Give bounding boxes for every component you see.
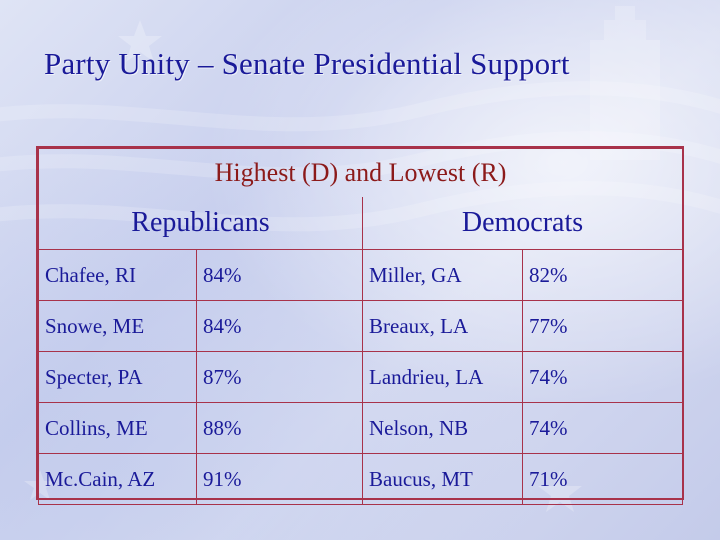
- republican-percent: 91%: [196, 453, 363, 505]
- democrat-name: Nelson, NB: [362, 402, 523, 454]
- caption-row: Highest (D) and Lowest (R): [37, 148, 684, 197]
- table-row: Mc.Cain, AZ 91% Baucus, MT 71%: [38, 453, 684, 505]
- header-democrats: Democrats: [361, 197, 684, 250]
- democrat-percent: 74%: [521, 402, 684, 454]
- group-header-row: Republicans Democrats: [38, 197, 684, 250]
- republican-name: Mc.Cain, AZ: [38, 453, 197, 505]
- democrat-percent: 74%: [521, 351, 684, 403]
- republican-name: Snowe, ME: [38, 300, 197, 352]
- table-row: Collins, ME 88% Nelson, NB 74%: [38, 402, 684, 454]
- republican-percent: 84%: [196, 249, 363, 301]
- header-republicans: Republicans: [38, 197, 363, 250]
- support-table: Highest (D) and Lowest (R) Republicans D…: [36, 146, 684, 505]
- democrat-name: Breaux, LA: [362, 300, 523, 352]
- republican-percent: 84%: [196, 300, 363, 352]
- democrat-name: Miller, GA: [362, 249, 523, 301]
- page-title: Party Unity – Senate Presidential Suppor…: [44, 46, 570, 81]
- republican-name: Chafee, RI: [38, 249, 197, 301]
- republican-percent: 87%: [196, 351, 363, 403]
- table-row: Snowe, ME 84% Breaux, LA 77%: [38, 300, 684, 352]
- table-caption: Highest (D) and Lowest (R): [37, 148, 684, 197]
- democrat-percent: 71%: [521, 453, 684, 505]
- democrat-percent: 77%: [521, 300, 684, 352]
- democrat-percent: 82%: [521, 249, 684, 301]
- table-row: Specter, PA 87% Landrieu, LA 74%: [38, 351, 684, 403]
- support-table-grid: Highest (D) and Lowest (R) Republicans D…: [37, 148, 684, 505]
- table-row: Chafee, RI 84% Miller, GA 82%: [38, 249, 684, 301]
- republican-name: Specter, PA: [38, 351, 197, 403]
- republican-name: Collins, ME: [38, 402, 197, 454]
- republican-percent: 88%: [196, 402, 363, 454]
- democrat-name: Landrieu, LA: [362, 351, 523, 403]
- democrat-name: Baucus, MT: [362, 453, 523, 505]
